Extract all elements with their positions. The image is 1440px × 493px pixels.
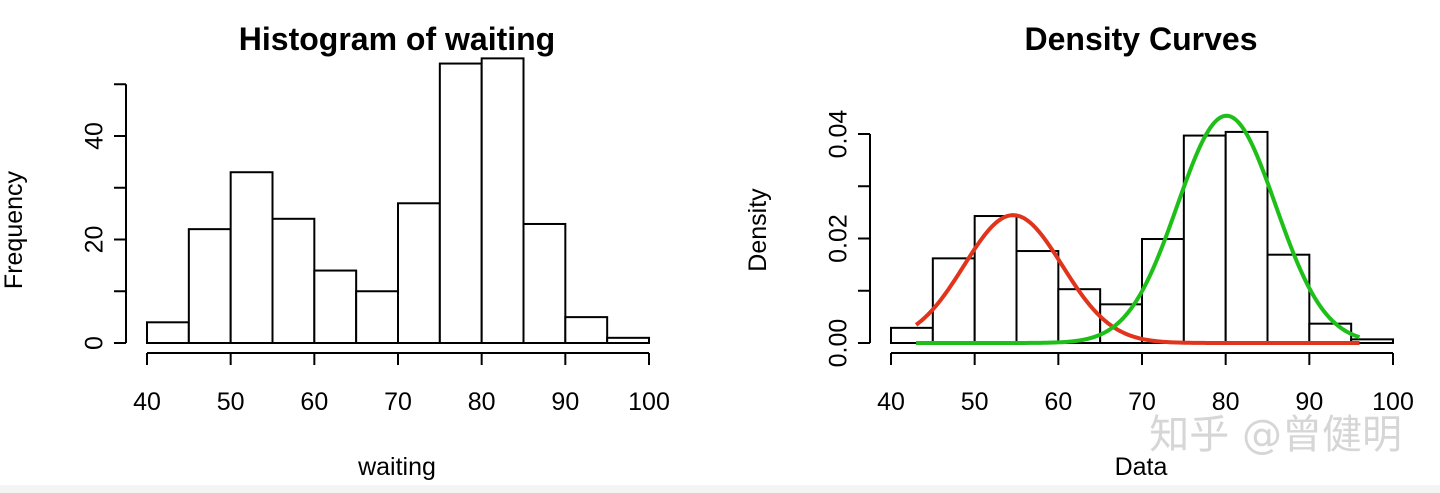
histogram-x-axis-label: waiting — [357, 453, 436, 481]
y-tick-label: 0.00 — [825, 319, 853, 368]
bar-40-bin-0 — [146, 321, 190, 344]
density-x-axis: 40 50 60 70 80 90 100 — [877, 352, 1414, 416]
x-tick-label: 40 — [877, 388, 905, 416]
histogram-y-axis: 0 20 40 — [81, 83, 127, 350]
bar-40-bin-8 — [480, 57, 525, 344]
bar-40-bin-1 — [187, 228, 232, 344]
x-tick-label: 100 — [628, 388, 670, 416]
x-tick-label: 60 — [1044, 388, 1072, 416]
bar-40-bin-0 — [890, 326, 934, 345]
x-tick-label: 60 — [300, 388, 328, 416]
bar-40-bin-4 — [1057, 288, 1102, 344]
x-tick-label: 100 — [1372, 388, 1414, 416]
y-tick-label: 0.04 — [825, 110, 853, 159]
bottom-strip — [0, 485, 1440, 493]
red-density-curve — [914, 213, 1360, 345]
histogram-title: Histogram of waiting — [239, 21, 555, 57]
bar-40-bin-3 — [271, 217, 316, 344]
x-tick-label: 70 — [384, 388, 412, 416]
y-tick-label: 20 — [81, 226, 109, 254]
bar-40-bin-5 — [355, 290, 399, 344]
x-tick-label: 80 — [468, 388, 496, 416]
histogram-bars — [146, 57, 651, 345]
density-panel: Density Curves Data Density 40 50 60 70 80 90… — [744, 21, 1414, 481]
x-tick-label: 70 — [1128, 388, 1156, 416]
x-tick-label: 90 — [1295, 388, 1323, 416]
density-curves — [914, 113, 1361, 345]
density-y-axis-label: Density — [744, 188, 772, 272]
bar-40-bin-2 — [229, 171, 274, 344]
density-title: Density Curves — [1025, 21, 1258, 57]
density-y-axis: 0.00 0.02 0.04 — [825, 110, 871, 368]
x-tick-label: 50 — [961, 388, 989, 416]
bar-40-bin-10 — [1308, 322, 1353, 345]
bar-40-bin-9 — [522, 222, 567, 345]
x-tick-label: 50 — [217, 388, 245, 416]
bar-40-bin-10 — [564, 316, 609, 344]
x-tick-label: 90 — [551, 388, 579, 416]
y-tick-label: 40 — [81, 122, 109, 150]
y-tick-label: 0 — [81, 336, 109, 350]
bar-40-bin-3 — [1015, 250, 1060, 344]
histogram-panel: Histogram of waiting waiting Frequency 4… — [0, 21, 670, 481]
bar-40-bin-9 — [1266, 253, 1311, 344]
histogram-y-axis-label: Frequency — [0, 170, 28, 289]
bar-40-bin-2 — [973, 215, 1018, 344]
bar-40-bin-11 — [606, 336, 651, 345]
density-histogram-bars — [890, 130, 1394, 345]
y-tick-label: 0.02 — [825, 214, 853, 263]
histogram-x-axis: 40 50 60 70 80 90 100 — [133, 352, 670, 416]
watermark-text: 知乎 @曾健明 — [1149, 412, 1402, 458]
bar-40-bin-4 — [313, 269, 358, 344]
bar-40-bin-7 — [438, 62, 483, 345]
bar-40-bin-6 — [1141, 238, 1185, 345]
x-tick-label: 80 — [1212, 388, 1240, 416]
green-density-curve — [916, 113, 1361, 345]
bar-40-bin-6 — [397, 202, 441, 344]
density-x-axis-label: Data — [1115, 453, 1168, 481]
x-tick-label: 40 — [133, 388, 161, 416]
